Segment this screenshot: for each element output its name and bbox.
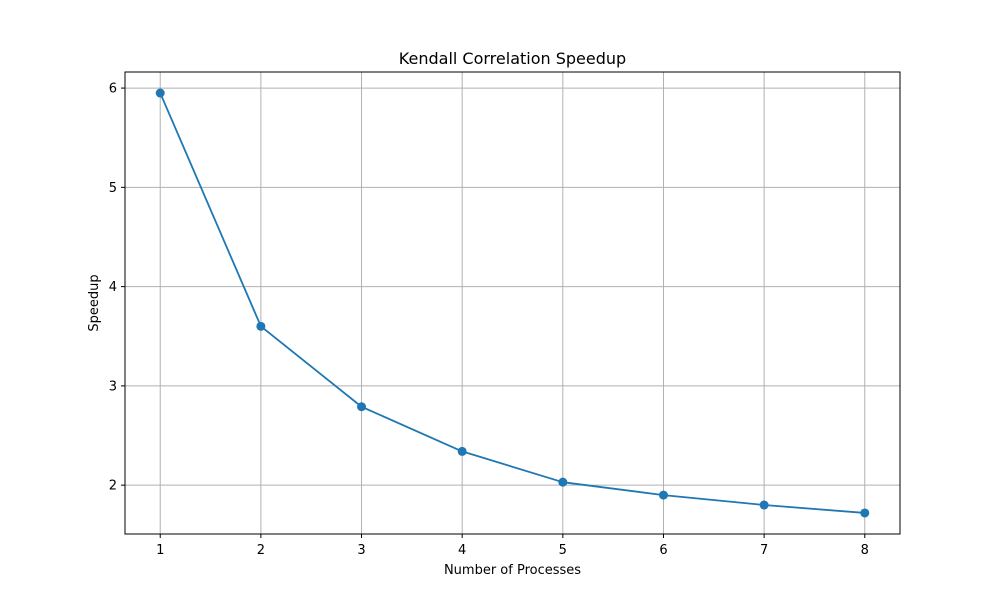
x-axis-title: Number of Processes [444, 563, 581, 578]
data-point [860, 508, 870, 518]
x-tick-label: 5 [559, 543, 567, 558]
data-point [357, 402, 367, 412]
y-tick-label: 5 [109, 181, 117, 196]
x-tick-label: 8 [861, 543, 869, 558]
data-point [155, 88, 165, 98]
y-tick-label: 2 [109, 479, 117, 494]
x-tick-label: 7 [760, 543, 768, 558]
y-axis-title: Speedup [87, 274, 102, 331]
chart-title: Kendall Correlation Speedup [399, 49, 626, 68]
x-tick-label: 3 [357, 543, 365, 558]
data-point [256, 321, 266, 331]
y-tick-label: 4 [109, 280, 117, 295]
grid-lines [125, 72, 900, 534]
series-line [159, 92, 865, 514]
axis-ticks: 1 2 3 4 5 6 7 8 2 3 4 5 6 [109, 82, 869, 558]
x-tick-label: 1 [156, 543, 164, 558]
data-point [759, 500, 769, 510]
x-tick-label: 6 [659, 543, 667, 558]
plot-area-frame [124, 71, 901, 535]
data-point [558, 477, 568, 487]
x-tick-label: 2 [257, 543, 265, 558]
data-point [457, 446, 467, 456]
y-tick-label: 6 [109, 82, 117, 97]
y-tick-label: 3 [109, 379, 117, 394]
x-tick-label: 4 [458, 543, 466, 558]
series-layer [155, 88, 870, 518]
data-point [658, 490, 668, 500]
